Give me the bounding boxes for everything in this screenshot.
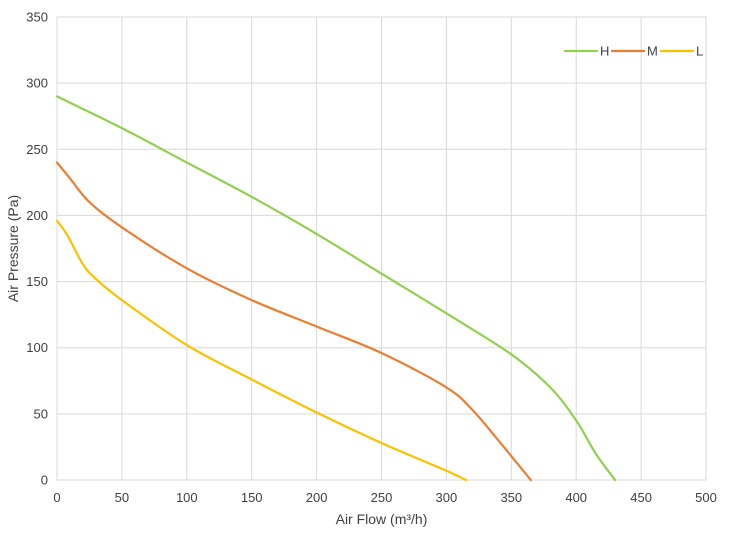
x-tick-label: 300 <box>436 490 458 505</box>
plot-area-border <box>56 16 707 481</box>
legend-label-l: L <box>696 44 703 59</box>
x-tick-label: 450 <box>630 490 652 505</box>
legend-label-h: H <box>600 44 609 59</box>
series-lines <box>55 95 617 482</box>
series-line-h <box>55 95 617 482</box>
x-tick-label: 400 <box>565 490 587 505</box>
y-tick-label: 100 <box>26 340 48 355</box>
x-tick-label: 200 <box>306 490 328 505</box>
x-axis-tick-labels: 0 50 100 150 200 250 300 350 400 450 500 <box>53 490 716 505</box>
x-tick-label: 100 <box>176 490 198 505</box>
legend-label-m: M <box>647 44 658 59</box>
x-tick-label: 350 <box>500 490 522 505</box>
y-tick-label: 200 <box>26 208 48 223</box>
y-tick-label: 250 <box>26 142 48 157</box>
y-axis-tick-labels: 0 50 100 150 200 250 300 350 <box>26 10 48 488</box>
x-tick-label: 250 <box>371 490 393 505</box>
x-tick-label: 500 <box>695 490 717 505</box>
series-line-m <box>55 161 532 482</box>
y-tick-label: 50 <box>34 406 48 421</box>
y-tick-label: 0 <box>41 473 48 488</box>
x-tick-label: 150 <box>241 490 263 505</box>
y-tick-label: 150 <box>26 274 48 289</box>
series-line-l <box>55 219 467 482</box>
y-tick-label: 300 <box>26 76 48 91</box>
x-axis-title: Air Flow (m³/h) <box>336 511 428 527</box>
y-axis-title: Air Pressure (Pa) <box>5 195 21 302</box>
y-tick-label: 350 <box>26 10 48 25</box>
x-tick-label: 50 <box>115 490 129 505</box>
x-tick-label: 0 <box>53 490 60 505</box>
